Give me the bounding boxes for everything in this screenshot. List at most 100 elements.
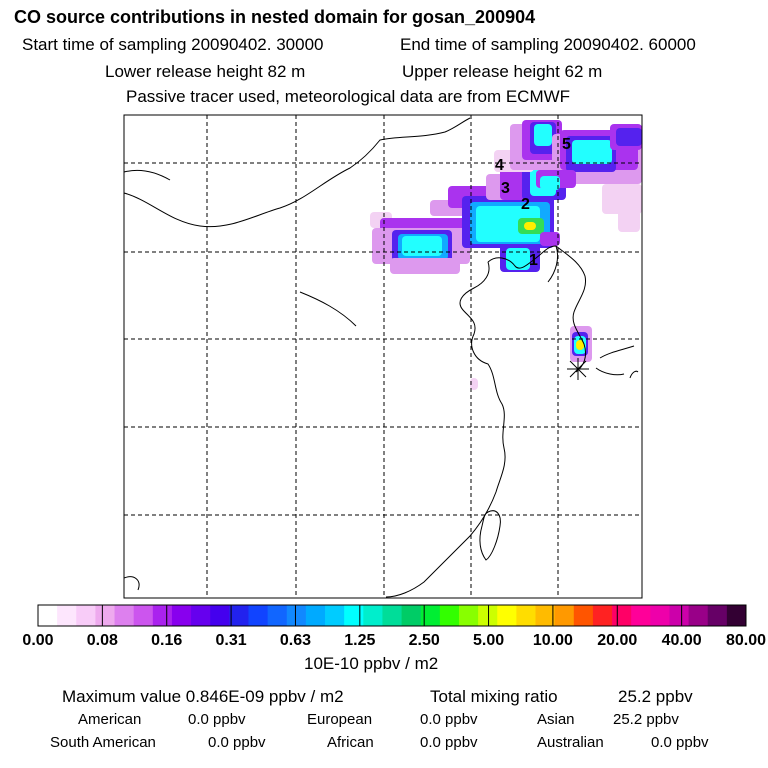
colorbar-cell <box>573 605 594 626</box>
colorbar-cell <box>133 605 154 626</box>
region-australian-value: 0.0 ppbv <box>651 734 709 751</box>
colorbar-cell <box>152 605 173 626</box>
colorbar-cell <box>267 605 288 626</box>
colorbar-tick-label: 0.16 <box>151 632 182 649</box>
plume-cell <box>618 210 640 232</box>
plume-cell <box>390 258 460 274</box>
colorbar-tick-label: 0.31 <box>216 632 247 649</box>
colorbar-cell <box>114 605 135 626</box>
colorbar-cell <box>363 605 383 626</box>
colorbar-cell <box>401 605 422 626</box>
plume-cell <box>470 378 478 390</box>
region-african-value: 0.0 ppbv <box>420 734 478 751</box>
colorbar-cell <box>612 605 632 626</box>
region-asian-name: Asian <box>537 711 575 728</box>
colorbar-cell <box>458 605 479 626</box>
plume-cell <box>402 236 442 256</box>
coastline-japan <box>595 345 639 379</box>
colorbar-cell <box>478 605 498 626</box>
colorbar-cell <box>344 605 364 626</box>
colorbar-tick-label: 5.00 <box>473 632 504 649</box>
colorbar-tick-label: 1.25 <box>344 632 375 649</box>
trajectory-label: 3 <box>501 180 510 197</box>
colorbar-cell <box>95 605 115 626</box>
region-asian-value: 25.2 ppbv <box>613 711 679 728</box>
chart-title: CO source contributions in nested domain… <box>14 7 536 27</box>
plume-cell <box>572 140 612 164</box>
region-australian-name: Australian <box>537 734 604 751</box>
colorbar-cell <box>229 605 249 626</box>
colorbar-tick-label: 2.50 <box>409 632 440 649</box>
colorbar-cell <box>497 605 517 626</box>
region-european-value: 0.0 ppbv <box>420 711 478 728</box>
total-mixing-label: Total mixing ratio <box>430 687 558 706</box>
colorbar-cell <box>325 605 345 626</box>
colorbar-cell <box>535 605 556 626</box>
receptor-marker <box>567 358 589 380</box>
region-african-name: African <box>327 734 374 751</box>
border-inner <box>123 169 357 327</box>
plume-cell <box>540 232 560 246</box>
coastline-north <box>123 117 471 228</box>
plume-cell <box>524 222 536 230</box>
colorbar-tick-label: 0.63 <box>280 632 311 649</box>
start-time-label: Start time of sampling 20090402. 30000 <box>22 35 324 54</box>
colorbar-cell <box>286 605 307 626</box>
coastline-bohai <box>385 261 506 598</box>
colorbar-cell <box>191 605 211 626</box>
colorbar-cell <box>210 605 230 626</box>
trajectory-label: 2 <box>521 196 530 213</box>
colorbar-cell <box>38 605 58 626</box>
colorbar-cell <box>726 605 747 626</box>
colorbar-cell <box>439 605 460 626</box>
colorbar-cell <box>631 605 651 626</box>
plume-cell <box>540 176 560 190</box>
trajectory-label: 1 <box>529 252 538 269</box>
colorbar-cell <box>669 605 689 626</box>
coastline-korea <box>555 245 587 373</box>
plume-cell <box>534 124 552 146</box>
colorbar-cell <box>592 605 613 626</box>
plume-cell <box>602 184 642 214</box>
colorbar-tick-label: 0.08 <box>87 632 118 649</box>
colorbar-cell <box>57 605 77 626</box>
colorbar-tick-label: 20.00 <box>597 632 637 649</box>
hainan-island <box>123 576 140 591</box>
max-value-label: Maximum value 0.846E-09 ppbv / m2 <box>62 687 344 706</box>
coastline-liaodong <box>487 245 559 283</box>
colorbar-cell <box>516 605 536 626</box>
colorbar-cell <box>305 605 326 626</box>
coastlines <box>123 117 639 598</box>
total-mixing-value: 25.2 ppbv <box>618 687 693 706</box>
trajectory-label: 5 <box>562 136 571 153</box>
colorbar-cell <box>650 605 670 626</box>
colorbar-tick-label: 80.00 <box>726 632 766 649</box>
colorbar-units: 10E-10 ppbv / m2 <box>304 654 439 673</box>
plume-cell <box>576 340 584 350</box>
plume-cell <box>616 128 642 146</box>
upper-release-label: Upper release height 62 m <box>402 62 603 81</box>
colorbar-cell <box>171 605 192 626</box>
tracer-note: Passive tracer used, meteorological data… <box>126 87 571 106</box>
colorbar-cell <box>688 605 709 626</box>
colorbar-cell <box>248 605 269 626</box>
region-european-name: European <box>307 711 373 728</box>
grid-lines <box>124 115 642 598</box>
colorbar-cell <box>554 605 575 626</box>
lower-release-label: Lower release height 82 m <box>105 62 306 81</box>
plume-cell <box>506 248 530 270</box>
colorbar-cell <box>707 605 728 626</box>
colorbar-cell <box>76 605 96 626</box>
colorbar-tick-label: 40.00 <box>662 632 702 649</box>
colorbar-cell <box>382 605 402 626</box>
trajectory-label: 4 <box>495 157 504 174</box>
colorbar-tick-label: 10.00 <box>533 632 573 649</box>
map-frame <box>123 114 643 599</box>
region-american-value: 0.0 ppbv <box>188 711 246 728</box>
end-time-label: End time of sampling 20090402. 60000 <box>400 35 696 54</box>
region-south-american-value: 0.0 ppbv <box>208 734 266 751</box>
region-american-name: American <box>78 711 142 728</box>
taiwan-island <box>479 510 501 561</box>
